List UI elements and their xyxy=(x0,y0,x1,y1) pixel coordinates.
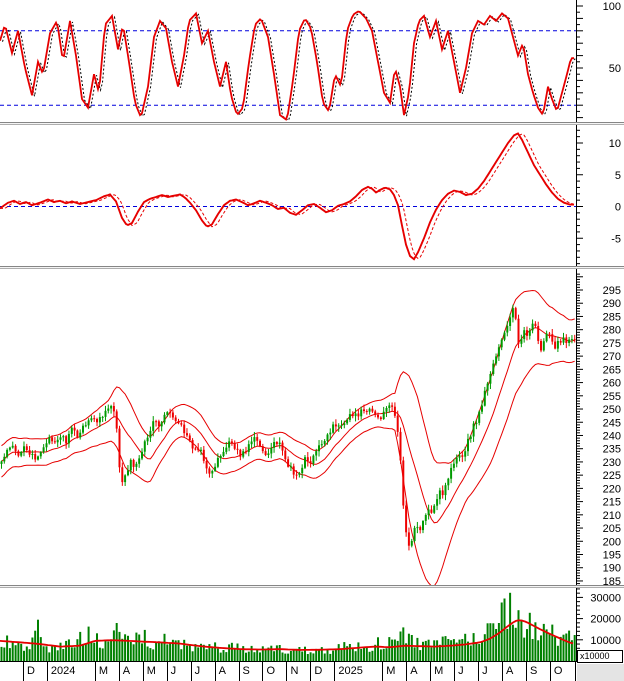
oscillator-plot[interactable] xyxy=(0,0,576,122)
volume-panel: 30000 20000 10000 xyxy=(0,588,624,661)
time-axis-label: D xyxy=(310,662,334,681)
time-axis[interactable]: D 2024 M A M J J A S O N D 2025 M A M J J A S O xyxy=(0,662,576,681)
svg-text:205: 205 xyxy=(603,523,621,535)
time-axis-label: 2024 xyxy=(46,662,95,681)
time-axis-label: A xyxy=(214,662,239,681)
panel-splitter[interactable] xyxy=(0,266,624,269)
macd-panel: 10 5 0 -5 xyxy=(0,125,624,266)
volume-scale-multiplier: x10000 xyxy=(577,650,623,663)
time-axis-label: J xyxy=(454,662,478,681)
svg-text:190: 190 xyxy=(603,563,621,575)
time-axis-label: D xyxy=(22,662,47,681)
time-axis-label: S xyxy=(238,662,263,681)
svg-text:245: 245 xyxy=(603,417,621,429)
svg-text:265: 265 xyxy=(603,364,621,376)
volume-plot[interactable] xyxy=(0,588,576,661)
time-axis-line xyxy=(0,661,577,662)
svg-text:240: 240 xyxy=(603,431,621,443)
svg-text:5: 5 xyxy=(615,170,621,182)
svg-text:285: 285 xyxy=(603,312,621,324)
price-y-axis[interactable]: 2952902852802752702652602552502452402352… xyxy=(576,269,624,585)
macd-plot[interactable] xyxy=(0,125,576,266)
svg-text:225: 225 xyxy=(603,470,621,482)
time-axis-label: A xyxy=(406,662,430,681)
time-axis-spacer xyxy=(0,662,23,681)
svg-text:280: 280 xyxy=(603,325,621,337)
price-panel: 295 290 285 280 275 270 265 260 255 250 245 240 235 2… xyxy=(0,269,624,585)
svg-text:0: 0 xyxy=(615,202,621,214)
svg-text:20000: 20000 xyxy=(590,614,621,626)
svg-text:275: 275 xyxy=(603,338,621,350)
time-axis-label: M xyxy=(430,662,454,681)
oscillator-y-axis[interactable]: 100 50 xyxy=(576,0,624,122)
time-axis-label: M xyxy=(382,662,406,681)
time-axis-label: J xyxy=(478,662,502,681)
svg-text:255: 255 xyxy=(603,391,621,403)
time-axis-label: A xyxy=(502,662,526,681)
volume-y-axis[interactable]: 30000 20000 10000 xyxy=(576,588,624,661)
svg-text:10: 10 xyxy=(609,138,621,150)
svg-text:295: 295 xyxy=(603,285,621,297)
time-axis-label: J xyxy=(190,662,215,681)
svg-text:250: 250 xyxy=(603,404,621,416)
time-axis-label: J xyxy=(166,662,191,681)
time-axis-label: O xyxy=(549,662,575,681)
time-axis-label: M xyxy=(94,662,119,681)
svg-text:215: 215 xyxy=(603,497,621,509)
svg-text:230: 230 xyxy=(603,457,621,469)
svg-text:10000: 10000 xyxy=(590,635,621,647)
axis-corner xyxy=(577,664,624,681)
svg-text:50: 50 xyxy=(609,63,621,75)
oscillator-panel: 100 50 xyxy=(0,0,624,122)
price-plot[interactable] xyxy=(0,269,576,585)
svg-text:195: 195 xyxy=(603,550,621,562)
time-axis-label: O xyxy=(262,662,286,681)
panel-splitter[interactable] xyxy=(0,585,624,588)
time-axis-label: A xyxy=(118,662,143,681)
svg-text:260: 260 xyxy=(603,378,621,390)
svg-text:290: 290 xyxy=(603,298,621,310)
svg-text:-5: -5 xyxy=(611,233,621,245)
time-axis-label: S xyxy=(525,662,550,681)
svg-text:270: 270 xyxy=(603,351,621,363)
time-axis-label: N xyxy=(286,662,310,681)
macd-y-axis[interactable]: 10 5 0 -5 xyxy=(576,125,624,266)
panel-splitter[interactable] xyxy=(0,122,624,125)
svg-text:30000: 30000 xyxy=(590,592,621,604)
svg-text:100: 100 xyxy=(603,1,621,13)
time-axis-label: M xyxy=(142,662,167,681)
svg-text:220: 220 xyxy=(603,483,621,495)
svg-text:200: 200 xyxy=(603,536,621,548)
svg-text:235: 235 xyxy=(603,444,621,456)
time-axis-label: 2025 xyxy=(334,662,382,681)
svg-text:185: 185 xyxy=(603,576,621,585)
svg-text:210: 210 xyxy=(603,510,621,522)
